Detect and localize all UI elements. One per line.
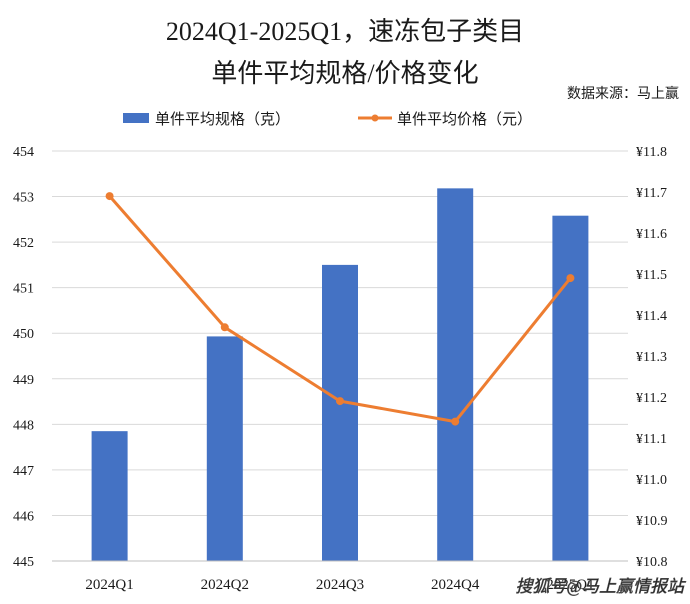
left-tick-label: 450 (13, 327, 34, 342)
bar-series (91, 188, 589, 561)
left-tick-label: 451 (13, 282, 34, 297)
legend-bar-swatch (123, 113, 149, 123)
price-point (566, 274, 575, 283)
bar (437, 188, 474, 561)
source-note: 数据来源：马上赢 (567, 85, 679, 102)
right-tick-label: ¥11.3 (636, 350, 667, 365)
right-tick-label: ¥11.6 (636, 227, 667, 242)
price-point (105, 192, 114, 201)
left-tick-label: 452 (13, 236, 34, 251)
legend-line-marker (371, 114, 379, 122)
right-tick-label: ¥11.8 (636, 145, 667, 160)
right-tick-label: ¥10.8 (636, 555, 668, 570)
line-series (105, 192, 575, 426)
x-tick-label: 2024Q4 (431, 577, 480, 593)
price-point (220, 323, 229, 332)
legend-bar-label: 单件平均规格（克） (155, 111, 290, 128)
chart-title-line-1: 2024Q1-2025Q1，速冻包子类目 (166, 17, 524, 46)
left-tick-label: 449 (13, 373, 34, 388)
left-tick-label: 446 (13, 509, 34, 524)
bar (206, 336, 243, 561)
left-tick-label: 445 (13, 555, 34, 570)
x-axis-tick-labels: 2024Q1 2024Q2 2024Q3 2024Q4 2025Q1 (85, 577, 594, 593)
right-tick-label: ¥11.2 (636, 391, 667, 406)
right-axis-tick-labels: ¥10.8 ¥10.9 ¥11.0 ¥11.1 ¥11.2 ¥11.3 ¥11.4 ¥11.5… (636, 145, 668, 570)
bar (322, 264, 358, 561)
right-tick-label: ¥10.9 (636, 514, 668, 529)
price-point (336, 397, 344, 406)
left-tick-label: 448 (13, 418, 34, 433)
watermark: 搜狐号@马上赢情报站 (515, 577, 687, 596)
right-tick-label: ¥11.4 (636, 309, 667, 324)
right-tick-label: ¥11.5 (636, 268, 667, 283)
x-tick-label: 2024Q3 (316, 577, 364, 593)
right-tick-label: ¥11.0 (636, 473, 667, 488)
legend-line-label: 单件平均价格（元） (397, 111, 532, 128)
left-axis-tick-labels: 445 446 447 448 449 450 451 452 453 454 (13, 145, 34, 570)
left-tick-label: 454 (13, 145, 34, 160)
right-tick-label: ¥11.1 (636, 432, 667, 447)
x-tick-label: 2024Q2 (201, 577, 249, 593)
x-tick-label: 2025Q1 (546, 577, 594, 593)
left-tick-label: 447 (13, 464, 34, 479)
price-point (451, 417, 460, 426)
bar (91, 431, 128, 561)
bar (552, 215, 589, 561)
right-tick-label: ¥11.7 (636, 186, 667, 201)
legend: 单件平均规格（克） 单件平均价格（元） (123, 111, 532, 128)
chart-title-line-2: 单件平均规格/价格变化 (211, 59, 478, 88)
x-tick-label: 2024Q1 (85, 577, 133, 593)
left-tick-label: 453 (13, 191, 34, 206)
